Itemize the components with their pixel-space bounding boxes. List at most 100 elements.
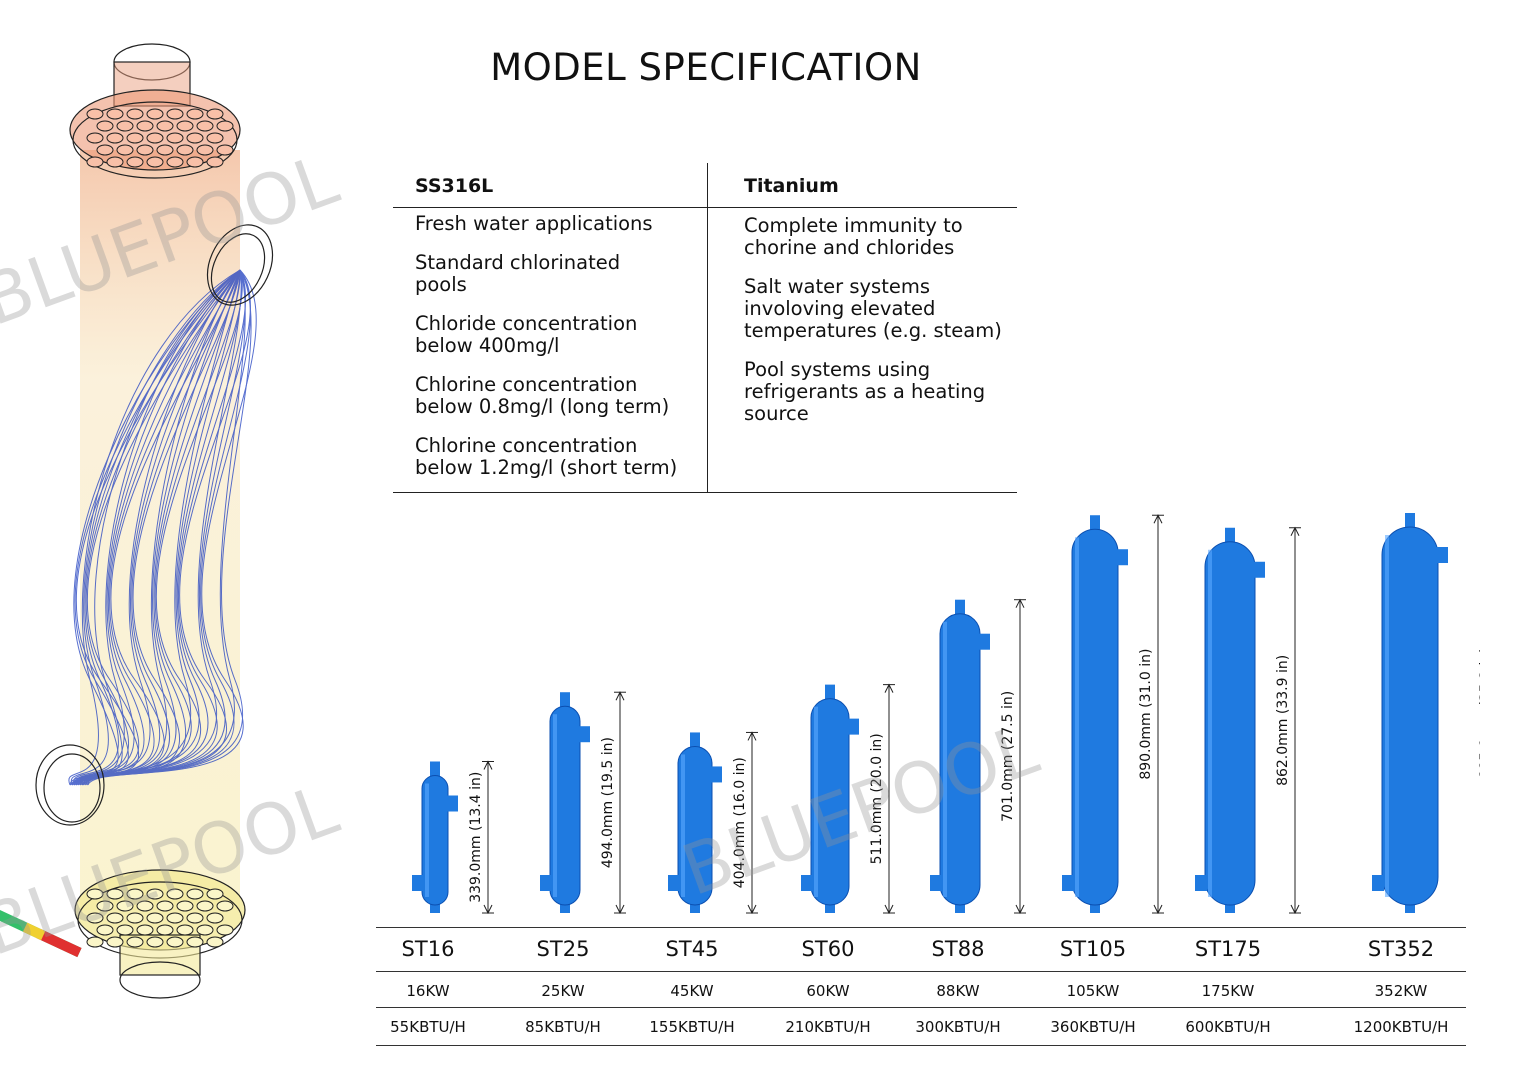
model-btu: 85KBTU/H bbox=[525, 1018, 601, 1036]
exchanger-unit: 511.0mm (20.0 in) bbox=[801, 683, 895, 915]
tube-hole bbox=[166, 156, 184, 168]
table-divider bbox=[393, 207, 1017, 208]
streamline bbox=[73, 269, 241, 786]
model-btu: 1200KBTU/H bbox=[1353, 1018, 1449, 1036]
bottom-pipe bbox=[1225, 903, 1235, 913]
streamline bbox=[75, 269, 241, 786]
side-outlet bbox=[801, 875, 813, 891]
dimension-arrow bbox=[1015, 598, 1025, 608]
model-name: ST25 bbox=[536, 937, 590, 961]
top-pipe bbox=[1225, 527, 1235, 544]
model-kw: 352KW bbox=[1374, 982, 1428, 1000]
model-kw: 60KW bbox=[806, 982, 850, 1000]
tube-hole bbox=[176, 900, 194, 912]
list-item: Chlorine concentration below 1.2mg/l (sh… bbox=[415, 434, 678, 479]
tube-hole bbox=[166, 912, 184, 924]
model-btu: 600KBTU/H bbox=[1185, 1018, 1271, 1036]
shell-highlight bbox=[1075, 537, 1079, 897]
tube-hole bbox=[216, 120, 234, 132]
dimension-arrow bbox=[1015, 904, 1025, 915]
ss316l-heading: SS316L bbox=[415, 175, 494, 197]
titanium-applications-list: Complete immunity to chorine and chlorid… bbox=[744, 215, 1002, 442]
dimension-arrow bbox=[615, 904, 625, 915]
model-kw: 45KW bbox=[670, 982, 714, 1000]
list-item: Fresh water applications bbox=[415, 212, 653, 235]
tube-hole bbox=[86, 156, 104, 168]
exchanger-shell bbox=[1204, 541, 1256, 906]
tube-hole bbox=[106, 108, 124, 120]
tube-hole bbox=[146, 108, 164, 120]
exchanger-unit: 701.0mm (27.5 in) bbox=[930, 598, 1026, 915]
streamline bbox=[73, 269, 241, 786]
tube-hole bbox=[186, 936, 204, 948]
exchanger-shell bbox=[549, 705, 581, 906]
tube-hole bbox=[186, 888, 204, 900]
tube-hole bbox=[126, 108, 144, 120]
list-item: Standard chlorinated pools bbox=[415, 251, 621, 296]
shell-highlight bbox=[1385, 535, 1389, 897]
tube-hole bbox=[106, 156, 124, 168]
shell-highlight bbox=[1208, 549, 1212, 897]
exchanger-shell bbox=[1381, 526, 1439, 906]
tube-hole bbox=[96, 144, 114, 156]
exchanger-unit: 862.0mm (33.9 in) bbox=[1195, 526, 1301, 915]
top-pipe bbox=[690, 732, 700, 749]
dimension-arrow bbox=[1290, 526, 1300, 536]
tube-hole bbox=[126, 936, 144, 948]
tube-hole bbox=[146, 912, 164, 924]
side-outlet bbox=[1195, 875, 1207, 891]
top-pipe bbox=[560, 692, 570, 709]
tube-hole bbox=[136, 120, 154, 132]
streamline bbox=[71, 269, 241, 786]
list-item: Pool systems using refrigerants as a hea… bbox=[744, 358, 986, 425]
model-btu: 155KBTU/H bbox=[649, 1018, 735, 1036]
side-inlet bbox=[710, 766, 722, 783]
tube-hole bbox=[96, 120, 114, 132]
height-label: 862.0mm (33.9 in) bbox=[1275, 655, 1291, 786]
tube-hole bbox=[176, 924, 194, 936]
model-btu: 210KBTU/H bbox=[785, 1018, 871, 1036]
height-label: 339.0mm (13.4 in) bbox=[468, 772, 484, 903]
tube-hole bbox=[96, 924, 114, 936]
list-item: Chloride concentration below 400mg/l bbox=[415, 312, 638, 357]
shell-highlight bbox=[553, 714, 557, 897]
tube-hole bbox=[206, 156, 224, 168]
bottom-pipe bbox=[690, 903, 700, 913]
tube-hole bbox=[146, 888, 164, 900]
side-outlet bbox=[1372, 875, 1384, 891]
table-divider bbox=[376, 1007, 1466, 1008]
height-label: 701.0mm (27.5 in) bbox=[1000, 691, 1016, 822]
list-item: Complete immunity to chorine and chlorid… bbox=[744, 214, 963, 259]
tube-hole bbox=[86, 912, 104, 924]
exchanger-shell bbox=[939, 613, 981, 906]
ss316l-applications-list: Fresh water applications Standard chlori… bbox=[415, 213, 677, 496]
model-kw: 16KW bbox=[406, 982, 450, 1000]
height-label: 895.0mm (35.2 in) bbox=[1478, 647, 1480, 778]
dimension-arrow bbox=[1290, 904, 1300, 915]
tube-hole bbox=[166, 132, 184, 144]
top-pipe bbox=[955, 599, 965, 616]
tube-hole bbox=[166, 888, 184, 900]
shell-highlight bbox=[943, 621, 947, 897]
bottom-pipe bbox=[1405, 903, 1415, 913]
streamline bbox=[70, 269, 241, 786]
exchanger-unit: 890.0mm (31.0 in) bbox=[1062, 514, 1164, 915]
tube-hole bbox=[216, 924, 234, 936]
bottom-pipe bbox=[560, 903, 570, 913]
tube-hole bbox=[156, 144, 174, 156]
tube-hole bbox=[116, 144, 134, 156]
dimension-arrow bbox=[884, 683, 894, 693]
tube-hole bbox=[196, 120, 214, 132]
dimension-arrow bbox=[747, 731, 757, 741]
tube-hole bbox=[116, 120, 134, 132]
tube-hole bbox=[86, 936, 104, 948]
tube-hole bbox=[206, 936, 224, 948]
streamline bbox=[68, 269, 241, 786]
dimension-arrow bbox=[747, 904, 757, 915]
model-heights-figure: 339.0mm (13.4 in) 494.0mm (19.5 in) 404.0m… bbox=[412, 513, 1480, 915]
list-item: Salt water systems involoving elevated t… bbox=[744, 275, 1002, 342]
tube-hole bbox=[146, 132, 164, 144]
side-inlet bbox=[1253, 561, 1265, 578]
bottom-pipe bbox=[955, 903, 965, 913]
top-pipe bbox=[825, 684, 835, 701]
